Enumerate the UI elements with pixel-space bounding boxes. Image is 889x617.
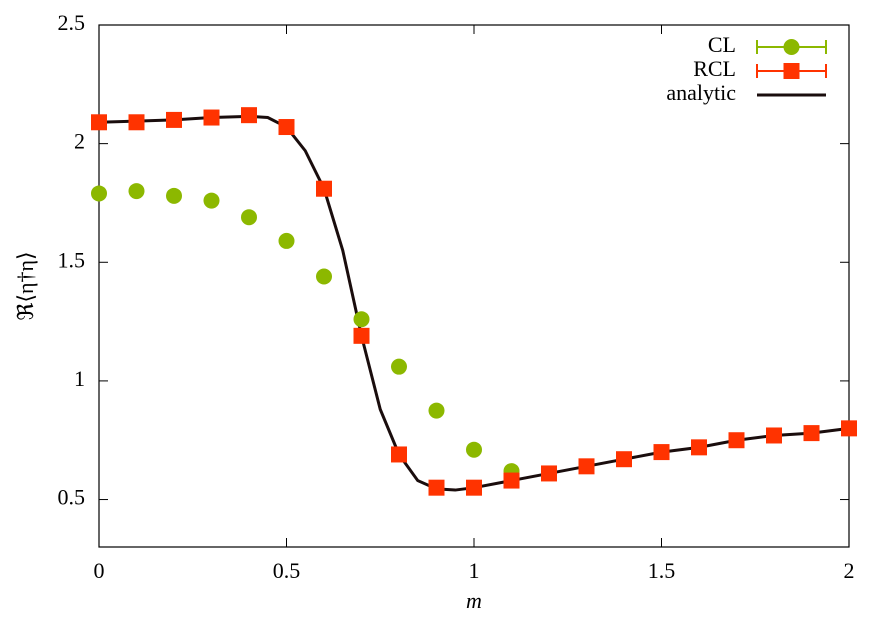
- point: [166, 111, 182, 128]
- point: [841, 420, 857, 437]
- point: [203, 109, 220, 126]
- point: [803, 425, 820, 442]
- plot-frame: [98, 24, 850, 548]
- legend-marker: [783, 63, 800, 79]
- point: [91, 114, 107, 131]
- point: [466, 441, 482, 458]
- y-tick-label: 2.5: [58, 10, 86, 35]
- x-tick-label: 0: [94, 558, 105, 583]
- point: [91, 185, 107, 202]
- point: [503, 472, 520, 489]
- point: [203, 192, 220, 209]
- x-axis-label: m: [466, 588, 482, 613]
- x-tick-label: 2: [844, 558, 855, 583]
- point: [391, 358, 407, 375]
- point: [541, 465, 557, 482]
- point: [128, 114, 145, 131]
- point: [653, 444, 670, 461]
- x-tick-label: 1.5: [648, 558, 676, 583]
- x-tick-label: 1: [469, 558, 480, 583]
- point: [428, 479, 445, 496]
- point: [353, 327, 370, 344]
- legend-label: CL: [708, 32, 736, 57]
- y-tick-label: 1: [74, 366, 85, 391]
- point: [728, 432, 745, 449]
- legend-label: analytic: [666, 80, 736, 105]
- point: [353, 311, 370, 328]
- point: [316, 180, 332, 197]
- legend-marker: [783, 39, 800, 55]
- point: [428, 402, 445, 419]
- legend-label: RCL: [693, 56, 736, 81]
- point: [616, 451, 632, 468]
- point: [128, 183, 145, 200]
- y-tick-label: 1.5: [58, 247, 86, 272]
- point: [316, 268, 332, 285]
- y-axis-label: ℜ⟨η†η⟩: [13, 251, 38, 320]
- y-tick-label: 0.5: [58, 485, 86, 510]
- point: [391, 446, 407, 463]
- point: [278, 119, 295, 136]
- point: [166, 187, 182, 204]
- point: [578, 458, 595, 475]
- x-tick-label: 0.5: [273, 558, 301, 583]
- point: [241, 209, 257, 226]
- point: [241, 107, 257, 124]
- point: [766, 427, 782, 444]
- y-tick-label: 2: [74, 129, 85, 154]
- point: [691, 439, 707, 456]
- point: [278, 232, 295, 249]
- point: [466, 479, 482, 496]
